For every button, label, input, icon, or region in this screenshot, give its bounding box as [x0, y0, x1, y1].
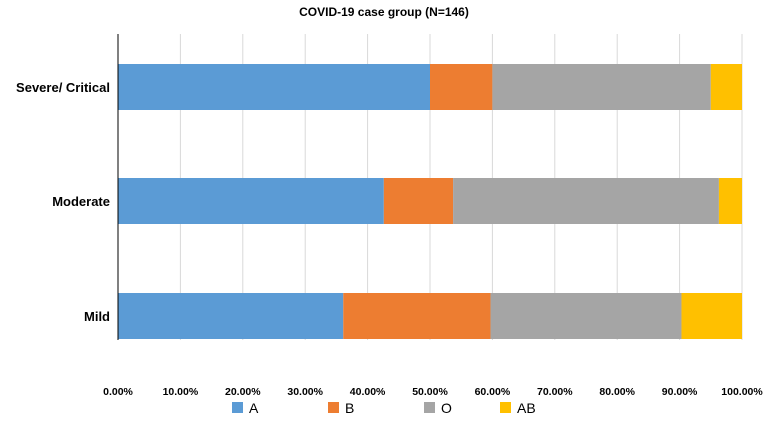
legend-swatch	[328, 402, 339, 413]
legend-label: O	[441, 400, 452, 416]
bar-segment-a	[118, 293, 344, 339]
x-tick-label: 50.00%	[412, 386, 448, 398]
bar-segment-a	[118, 64, 430, 110]
x-tick-label: 40.00%	[350, 386, 386, 398]
legend-item-o: O	[424, 400, 452, 416]
category-label: Mild	[84, 309, 110, 324]
bar-segment-b	[383, 178, 454, 224]
legend-label: AB	[517, 400, 536, 416]
bar-segment-o	[492, 64, 711, 110]
x-tick-label: 70.00%	[537, 386, 573, 398]
category-labels: Severe/ Critical Moderate Mild	[16, 80, 110, 324]
legend-item-b: B	[328, 400, 354, 416]
bar-segment-ab	[710, 64, 742, 110]
category-label: Severe/ Critical	[16, 80, 110, 95]
legend-swatch	[424, 402, 435, 413]
bar-segment-a	[118, 178, 384, 224]
legend-label: B	[345, 400, 354, 416]
category-label: Moderate	[52, 194, 110, 209]
bar-segment-o	[453, 178, 719, 224]
legend-item-a: A	[232, 400, 259, 416]
x-tick-label: 80.00%	[599, 386, 635, 398]
legend-swatch	[232, 402, 243, 413]
bar-segment-b	[343, 293, 491, 339]
bar-segment-o	[490, 293, 682, 339]
x-tick-label: 10.00%	[163, 386, 199, 398]
bar-segment-b	[430, 64, 493, 110]
x-tick-label: 30.00%	[287, 386, 323, 398]
x-tick-label: 100.00%	[721, 386, 763, 398]
bar-segment-ab	[718, 178, 742, 224]
x-tick-label: 0.00%	[103, 386, 133, 398]
x-tick-label: 60.00%	[475, 386, 511, 398]
legend: A B O AB	[232, 400, 536, 416]
bars	[118, 64, 742, 339]
legend-swatch	[500, 402, 511, 413]
legend-label: A	[249, 400, 259, 416]
chart-title: COVID-19 case group (N=146)	[299, 5, 469, 19]
x-tick-labels: 0.00% 10.00% 20.00% 30.00% 40.00% 50.00% 60.00…	[103, 386, 763, 398]
x-tick-label: 20.00%	[225, 386, 261, 398]
x-tick-label: 90.00%	[662, 386, 698, 398]
legend-item-ab: AB	[500, 400, 536, 416]
bar-segment-ab	[681, 293, 742, 339]
